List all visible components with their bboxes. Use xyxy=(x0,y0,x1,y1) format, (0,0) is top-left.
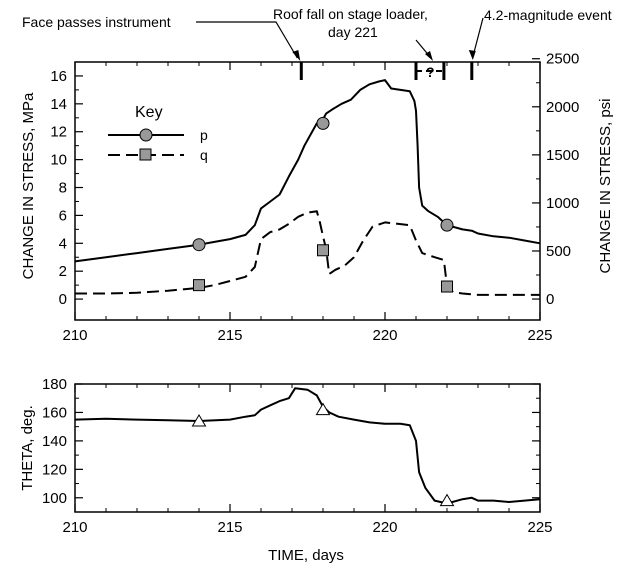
series-q-marker xyxy=(193,279,205,292)
theta-y-tick-label: 100 xyxy=(42,490,67,507)
theta-x-tick-label: 215 xyxy=(217,519,242,536)
theta-x-tick-label: 220 xyxy=(372,519,397,536)
stress-x-tick-label: 215 xyxy=(217,327,242,344)
stress-y2-tick-label: 2500 xyxy=(546,51,579,68)
stress-x-tick-label: 210 xyxy=(62,327,87,344)
stress-y2-tick-label: 0 xyxy=(546,291,554,308)
theta-y-tick-label: 120 xyxy=(42,461,67,478)
stress-series xyxy=(74,79,541,296)
face-arrowhead xyxy=(292,50,301,61)
stress-axis-ticks: 210 215 220 225 0 2 4 6 8 10 12 14 16 0 500 1000 1500 200… xyxy=(50,51,579,344)
series-p-marker xyxy=(316,116,330,130)
stress-y-tick-label: 0 xyxy=(59,291,67,308)
face-leader-line xyxy=(196,21,298,59)
theta-axis-ticks: 210 215 220 225 100 120 140 160 180 xyxy=(42,376,553,536)
theta-plot-frame xyxy=(74,383,541,513)
roof-arrowhead xyxy=(425,51,433,61)
series-q-marker xyxy=(317,244,329,257)
legend-q-marker xyxy=(139,148,152,161)
stress-y2-tick-label: 2000 xyxy=(546,99,579,116)
theta-y-tick-label: 140 xyxy=(42,433,67,450)
theta-marker xyxy=(439,493,455,507)
stress-chart: 210 215 220 225 0 2 4 6 8 10 12 14 16 0 500 1000 1500 200… xyxy=(20,51,614,344)
theta-marker xyxy=(315,402,331,416)
stress-y-tick-label: 4 xyxy=(59,235,67,252)
theta-y-tick-label: 180 xyxy=(42,376,67,393)
theta-x-tick-label: 225 xyxy=(527,519,552,536)
time-axis-title: TIME, days xyxy=(268,547,344,564)
legend: Key p q xyxy=(108,104,208,163)
legend-p-label: p xyxy=(200,127,208,143)
quake-leader-line xyxy=(472,17,484,58)
theta-y-tick-label: 160 xyxy=(42,404,67,421)
stress-y-tick-label: 2 xyxy=(59,263,67,280)
series-q-marker xyxy=(441,280,453,293)
annotation-layer: Face passes instrument Roof fall on stag… xyxy=(22,6,612,80)
stress-right-axis-title: CHANGE IN STRESS, psi xyxy=(597,98,614,273)
legend-p-marker xyxy=(139,128,153,142)
stress-y-tick-label: 14 xyxy=(50,96,67,113)
annotation-roof-line2: day 221 xyxy=(328,24,378,40)
stress-left-axis-title: CHANGE IN STRESS, MPa xyxy=(20,92,37,279)
stress-y2-tick-label: 1000 xyxy=(546,195,579,212)
annotation-roof-line1: Roof fall on stage loader, xyxy=(273,6,428,22)
series-p-marker xyxy=(192,238,206,252)
theta-marker xyxy=(191,413,207,427)
quake-arrowhead xyxy=(468,50,476,60)
stress-y-tick-label: 12 xyxy=(50,124,67,141)
stress-y2-tick-label: 500 xyxy=(546,243,571,260)
legend-title: Key xyxy=(135,104,163,121)
stress-x-tick-label: 225 xyxy=(527,327,552,344)
theta-series xyxy=(74,387,541,507)
series-p-marker xyxy=(440,218,454,232)
stress-y-tick-label: 16 xyxy=(50,68,67,85)
theta-axis-title: THETA, deg. xyxy=(19,405,36,491)
theta-x-tick-label: 210 xyxy=(62,519,87,536)
stress-plot-frame xyxy=(74,61,541,321)
stress-x-tick-label: 220 xyxy=(372,327,397,344)
stress-y-tick-label: 6 xyxy=(59,207,67,224)
legend-q-label: q xyxy=(200,147,208,163)
annotation-quake: 4.2-magnitude event xyxy=(484,7,612,23)
annotation-arrows xyxy=(196,17,484,80)
stress-y-tick-label: 8 xyxy=(59,180,67,197)
stress-y-tick-label: 10 xyxy=(50,152,67,169)
annotation-face: Face passes instrument xyxy=(22,14,171,30)
theta-line xyxy=(74,387,541,505)
stress-y2-tick-label: 1500 xyxy=(546,147,579,164)
